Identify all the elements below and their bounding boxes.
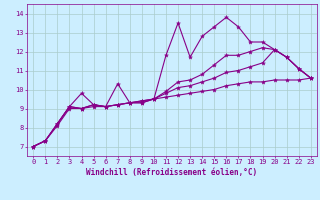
- X-axis label: Windchill (Refroidissement éolien,°C): Windchill (Refroidissement éolien,°C): [86, 168, 258, 177]
